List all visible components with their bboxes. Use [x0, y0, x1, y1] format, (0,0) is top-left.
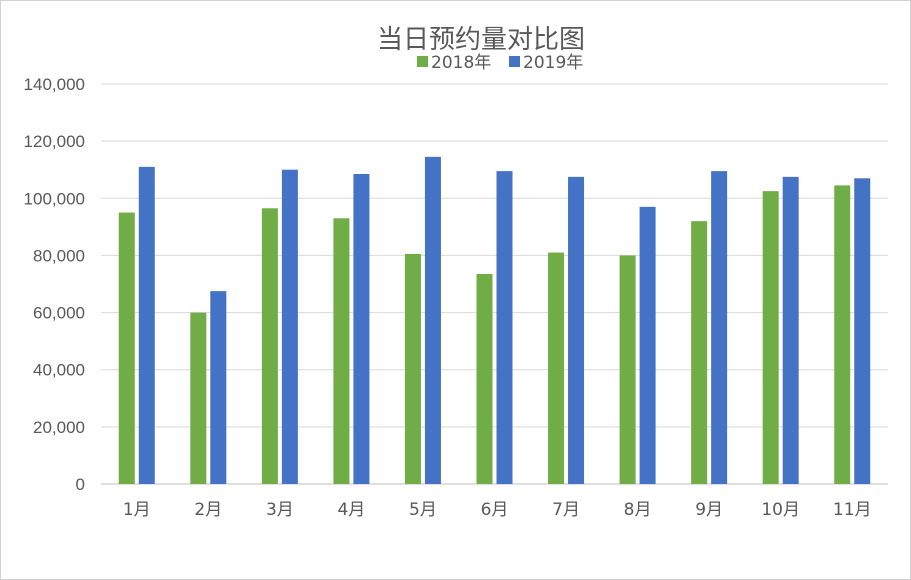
legend-label-2018: 2018年: [431, 53, 491, 73]
x-tick-label: 2月: [194, 500, 222, 520]
y-axis-ticks: 0 20,000 40,000 60,000 80,000 100,000 120,000 1…: [24, 75, 85, 494]
bar-2019年-4月: [353, 174, 370, 484]
bar-2019年-11月: [854, 178, 871, 485]
x-tick-label: 8月: [624, 500, 652, 520]
y-tick-label: 80,000: [33, 246, 85, 265]
bar-2018年-1月: [118, 212, 135, 485]
gridlines: [101, 83, 888, 485]
bar-2019年-2月: [210, 291, 227, 484]
bar-2019年-6月: [496, 171, 513, 484]
x-axis-ticks: 1月 2月 3月 4月 5月 6月 7月 8月 9月 10月 11月: [123, 500, 872, 520]
x-tick-label: 6月: [481, 500, 509, 520]
y-tick-label: 0: [76, 475, 85, 494]
y-tick-label: 60,000: [33, 304, 85, 323]
y-tick-label: 140,000: [24, 75, 85, 94]
x-tick-label: 3月: [266, 500, 294, 520]
x-tick-label: 9月: [695, 500, 723, 520]
bar-2018年-7月: [548, 252, 565, 484]
legend-label-2019: 2019年: [523, 53, 583, 73]
bar-2018年-10月: [762, 191, 779, 484]
bar-2018年-2月: [190, 312, 207, 484]
y-tick-label: 20,000: [33, 418, 85, 437]
bars: [118, 156, 871, 485]
x-tick-label: 4月: [337, 500, 365, 520]
y-tick-label: 120,000: [24, 132, 85, 151]
bar-2019年-3月: [281, 169, 298, 484]
bar-2019年-9月: [711, 171, 728, 484]
legend-swatch-2018: [417, 56, 428, 67]
bar-2019年-8月: [639, 206, 656, 484]
bar-2019年-7月: [568, 176, 585, 484]
y-tick-label: 100,000: [24, 189, 85, 208]
bar-2018年-6月: [476, 274, 493, 484]
legend-swatch-2019: [509, 56, 520, 67]
bar-2019年-10月: [782, 176, 799, 484]
bar-2018年-11月: [834, 185, 851, 484]
bar-2018年-8月: [619, 255, 636, 484]
x-tick-label: 1月: [123, 500, 151, 520]
y-tick-label: 40,000: [33, 361, 85, 380]
legend: 2018年 2019年: [417, 53, 583, 73]
x-tick-label: 5月: [409, 500, 437, 520]
x-tick-label: 7月: [552, 500, 580, 520]
bar-2019年-1月: [138, 166, 155, 484]
bar-2018年-3月: [261, 208, 278, 485]
bar-2018年-9月: [691, 221, 708, 484]
x-tick-label: 11月: [833, 500, 872, 520]
chart-title: 当日预约量对比图: [377, 25, 585, 55]
bar-2019年-5月: [424, 156, 441, 484]
bar-2018年-5月: [404, 254, 421, 484]
bar-2018年-4月: [333, 218, 350, 485]
x-tick-label: 10月: [761, 500, 800, 520]
